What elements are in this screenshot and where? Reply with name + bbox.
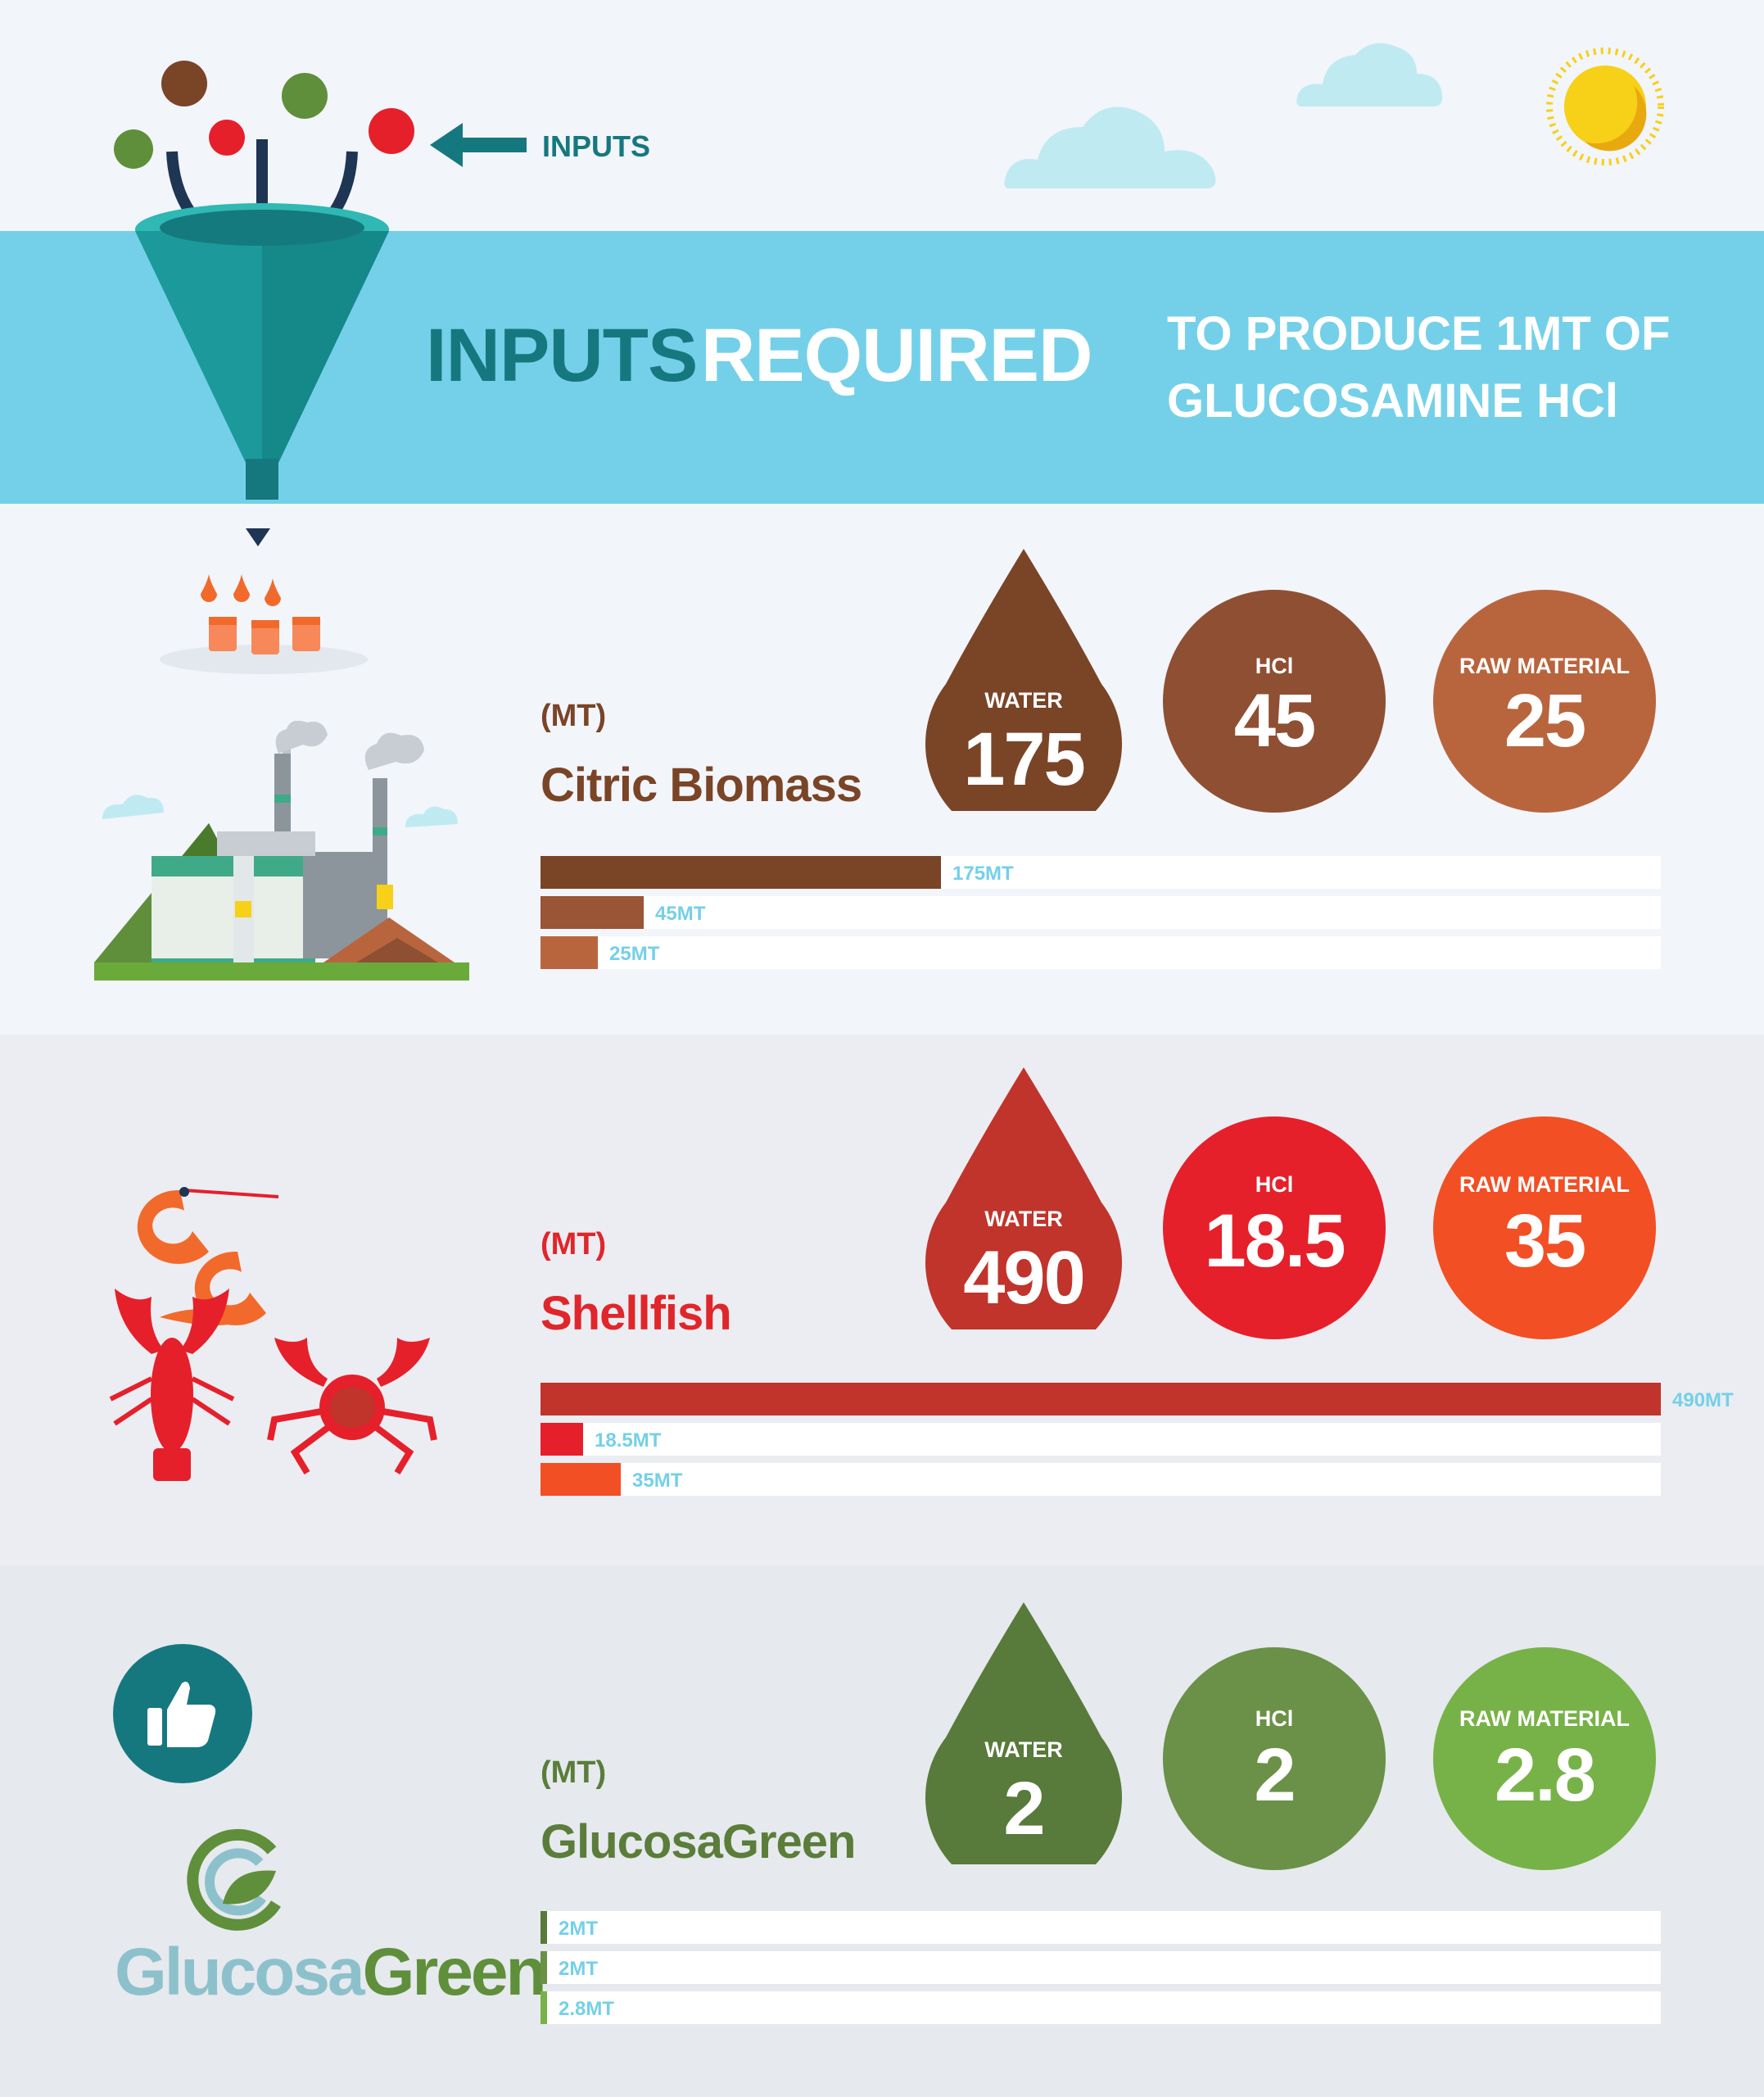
bar-track-water: 2MT — [541, 1911, 1661, 1944]
bar-track-hcl: 45MT — [541, 896, 1661, 929]
water-drop-icon — [925, 1602, 1122, 1864]
page-title: INPUTS REQUIRED — [426, 313, 1092, 399]
bar-label-hcl: 2MT — [559, 1958, 598, 1980]
lobster-icon — [109, 1289, 235, 1481]
section-name: GlucosaGreen — [541, 1815, 856, 1868]
section-unit: (MT) — [541, 1755, 607, 1790]
bar-track-water: 175MT — [541, 856, 1661, 889]
badge-label: WATER — [984, 1207, 1063, 1231]
badge-value: 2 — [1003, 1767, 1045, 1850]
arrow-left-icon — [430, 123, 527, 167]
thumbs-up-badge — [113, 1644, 252, 1783]
badge-label: HCl — [1255, 654, 1294, 678]
badge-value: 490 — [963, 1236, 1086, 1320]
bar-label-raw-material: 2.8MT — [559, 1998, 615, 2020]
badge-hcl: HCl 45 — [1163, 590, 1386, 813]
bar-hcl — [541, 1423, 583, 1456]
bar-label-water: 2MT — [559, 1918, 598, 1940]
shellfish-icon — [109, 1187, 437, 1481]
section-unit: (MT) — [541, 1227, 607, 1261]
glucosagreen-logo-text: GlucosaGreen — [115, 1934, 547, 2011]
bar-raw-material — [541, 936, 598, 969]
funnel-icon — [135, 139, 389, 541]
product-drops-icon — [160, 528, 368, 674]
factory-icon — [94, 721, 469, 981]
bar-hcl — [541, 1951, 547, 1984]
bar-label-raw-material: 25MT — [609, 943, 660, 965]
badge-raw-material: RAW MATERIAL 2.8 — [1433, 1647, 1656, 1870]
section-glucosagreen: GlucosaGreen (MT) GlucosaGreen WATER 2 H… — [0, 1565, 1764, 2097]
section-unit: (MT) — [541, 699, 607, 733]
section-name: Shellfish — [541, 1287, 732, 1340]
bar-track-water: 490MT — [541, 1383, 1734, 1415]
bar-raw-material — [541, 1463, 621, 1496]
water-drop-shape — [925, 549, 1122, 811]
input-balls-icon — [114, 61, 414, 169]
title-part-1: INPUTS — [426, 314, 698, 397]
water-drop-icon — [925, 549, 1122, 811]
badge-value: 45 — [1233, 679, 1316, 763]
badge-water: WATER 490 — [925, 1067, 1122, 1329]
badge-label: WATER — [984, 688, 1063, 713]
bar-track-hcl: 2MT — [541, 1951, 1661, 1984]
shrimp-icon — [137, 1187, 279, 1264]
bar-label-raw-material: 35MT — [632, 1470, 683, 1492]
inputs-label: INPUTS — [542, 129, 651, 163]
bar-track-hcl: 18.5MT — [541, 1423, 1661, 1456]
badge-label: RAW MATERIAL — [1459, 1172, 1630, 1197]
subtitle-line-2: GLUCOSAMINE HCl — [1167, 374, 1618, 428]
bar-raw-material — [541, 1991, 547, 2024]
cloud-icon — [1004, 106, 1216, 188]
subtitle-line-1: TO PRODUCE 1MT OF — [1167, 307, 1671, 360]
bar-water — [541, 856, 941, 889]
crab-icon — [267, 1338, 437, 1475]
bar-track-raw-material: 2.8MT — [541, 1991, 1661, 2024]
badge-label: WATER — [984, 1737, 1063, 1762]
bar-label-hcl: 18.5MT — [595, 1429, 662, 1452]
badge-value: 25 — [1504, 679, 1586, 763]
badge-hcl: HCl 18.5 — [1163, 1116, 1386, 1339]
water-drop-shape — [925, 1602, 1122, 1864]
badge-raw-material: RAW MATERIAL 25 — [1433, 590, 1656, 813]
bar-track-raw-material: 25MT — [541, 936, 1661, 969]
bar-label-water: 175MT — [952, 863, 1014, 885]
badge-label: RAW MATERIAL — [1459, 1706, 1630, 1731]
section-name: Citric Biomass — [541, 759, 862, 812]
badge-raw-material: RAW MATERIAL 35 — [1433, 1116, 1656, 1339]
badge-water: WATER 175 — [925, 549, 1122, 811]
badge-value: 2 — [1254, 1733, 1296, 1817]
badge-value: 2.8 — [1495, 1733, 1596, 1817]
badge-value: 18.5 — [1204, 1199, 1346, 1283]
badge-water: WATER 2 — [925, 1602, 1122, 1864]
water-drop-shape — [925, 1067, 1122, 1329]
bar-water — [541, 1911, 547, 1944]
section-citric-biomass: (MT) Citric Biomass WATER 175 HCl 45 RAW… — [0, 504, 1764, 1035]
badge-label: HCl — [1255, 1172, 1294, 1197]
badge-value: 35 — [1504, 1199, 1586, 1283]
badge-value: 175 — [963, 718, 1086, 801]
section-shellfish: (MT) Shellfish WATER 490 HCl 18.5 RAW MA… — [0, 1035, 1764, 1565]
logo-text-a: Glucosa — [115, 1935, 365, 2009]
bar-water — [541, 1383, 1661, 1415]
bar-label-water: 490MT — [1672, 1389, 1734, 1411]
title-part-2: REQUIRED — [700, 314, 1093, 397]
bar-hcl — [541, 896, 644, 929]
bar-label-hcl: 45MT — [655, 903, 706, 925]
badge-hcl: HCl 2 — [1163, 1647, 1386, 1870]
cloud-icon — [1296, 43, 1443, 106]
page-subtitle: TO PRODUCE 1MT OF GLUCOSAMINE HCl — [1167, 301, 1670, 435]
glucosagreen-logo-icon — [187, 1828, 281, 1931]
bar-track-raw-material: 35MT — [541, 1463, 1661, 1496]
badge-label: RAW MATERIAL — [1459, 654, 1630, 678]
sky-area: INPUTS — [0, 0, 1764, 231]
water-drop-icon — [925, 1067, 1122, 1329]
badge-label: HCl — [1255, 1706, 1294, 1731]
thumbs-up-icon — [147, 1682, 216, 1747]
logo-text-b: Green — [362, 1935, 547, 2009]
sun-icon — [1546, 48, 1664, 165]
